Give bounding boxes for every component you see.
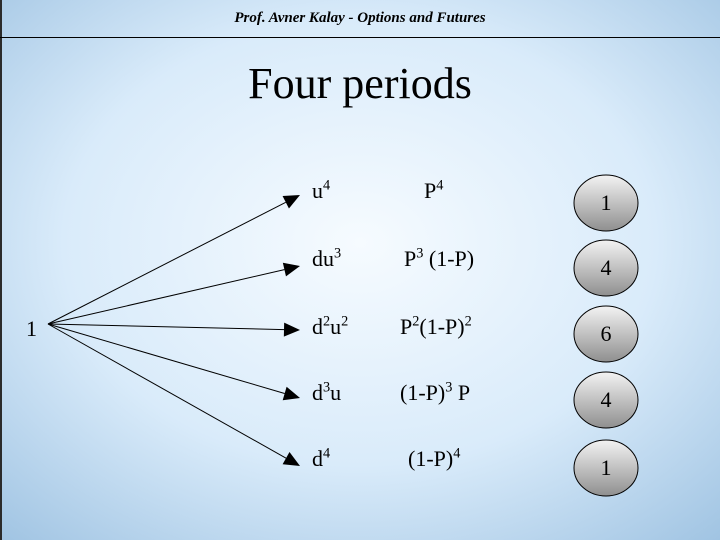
coef-label-3: 4 <box>574 387 638 413</box>
prob-label-4: (1-P)4 <box>408 446 460 472</box>
header-text: Prof. Avner Kalay - Options and Futures <box>234 10 485 26</box>
header-band: Prof. Avner Kalay - Options and Futures <box>0 0 720 38</box>
slide-title: Four periods <box>0 58 720 109</box>
coef-label-2: 6 <box>574 321 638 347</box>
prob-label-1: P3 (1-P) <box>404 246 474 272</box>
coef-label-0: 1 <box>574 190 638 216</box>
coef-label-1: 4 <box>574 255 638 281</box>
outcome-label-0: u4 <box>312 178 330 204</box>
outcome-label-3: d3u <box>312 380 341 406</box>
outcome-label-4: d4 <box>312 446 330 472</box>
tree-root-label: 1 <box>26 316 37 342</box>
outcome-label-1: du3 <box>312 246 341 272</box>
outcome-label-2: d2u2 <box>312 314 348 340</box>
prob-label-3: (1-P)3 P <box>400 380 470 406</box>
prob-label-2: P2(1-P)2 <box>400 314 472 340</box>
prob-label-0: P4 <box>424 178 443 204</box>
coef-label-4: 1 <box>574 455 638 481</box>
